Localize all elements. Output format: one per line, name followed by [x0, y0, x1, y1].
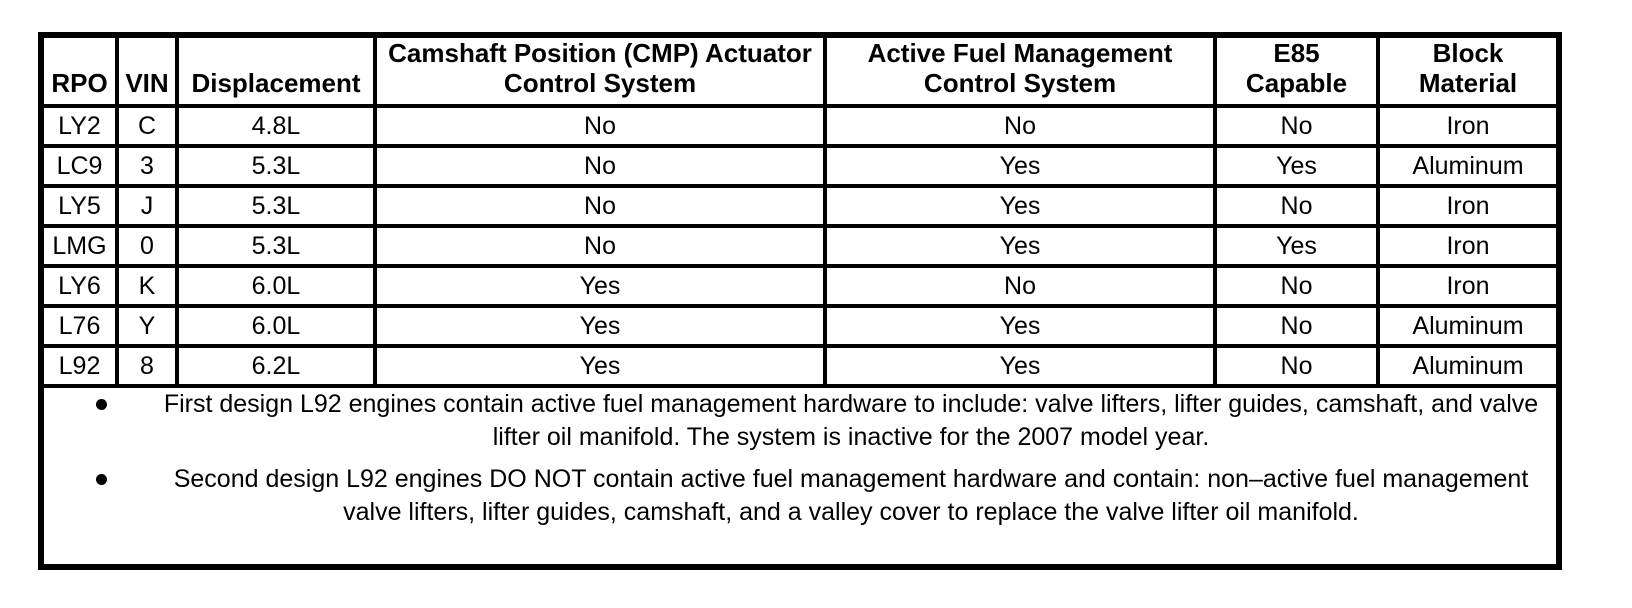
header-afm: Active Fuel Management Control System [823, 33, 1217, 108]
cell-cmp: Yes [373, 264, 827, 308]
table-header: RPO VIN Displacement Camshaft Position (… [39, 33, 1561, 108]
table-row-ly5: LY5 J 5.3L No Yes No Iron [39, 184, 1561, 228]
cell-vin: 3 [115, 144, 179, 188]
cell-block: Iron [1376, 224, 1561, 268]
cell-cmp: No [373, 224, 827, 268]
header-cmp-actuator: Camshaft Position (CMP) Actuator Control… [373, 33, 827, 108]
cell-cmp: No [373, 104, 827, 148]
header-row: RPO VIN Displacement Camshaft Position (… [39, 33, 1561, 108]
table-row-l92: L92 8 6.2L Yes Yes No Aluminum [39, 344, 1561, 388]
cell-afm: Yes [823, 304, 1217, 348]
header-rpo: RPO [39, 33, 119, 108]
cell-afm: Yes [823, 224, 1217, 268]
cell-rpo: LY2 [39, 104, 119, 148]
table-row-ly6: LY6 K 6.0L Yes No No Iron [39, 264, 1561, 308]
cell-afm: No [823, 104, 1217, 148]
cell-cmp: No [373, 144, 827, 188]
table-row-lc9: LC9 3 5.3L No Yes Yes Aluminum [39, 144, 1561, 188]
header-displacement: Displacement [175, 33, 377, 108]
cell-block: Aluminum [1376, 304, 1561, 348]
cell-block: Aluminum [1376, 144, 1561, 188]
cell-displacement: 5.3L [175, 144, 377, 188]
cell-vin: C [115, 104, 179, 148]
cell-rpo: LMG [39, 224, 119, 268]
engine-spec-table: RPO VIN Displacement Camshaft Position (… [38, 32, 1562, 570]
cell-block: Iron [1376, 104, 1561, 148]
cell-rpo: L76 [39, 304, 119, 348]
notes-list: First design L92 engines contain active … [45, 390, 1555, 529]
cell-rpo: LY5 [39, 184, 119, 228]
cell-displacement: 5.3L [175, 224, 377, 268]
cell-e85: Yes [1213, 144, 1380, 188]
notes-row: First design L92 engines contain active … [39, 384, 1561, 569]
table-body: LY2 C 4.8L No No No Iron LC9 3 5.3L No Y… [39, 104, 1561, 569]
table-row-l76: L76 Y 6.0L Yes Yes No Aluminum [39, 304, 1561, 348]
notes-section: First design L92 engines contain active … [39, 384, 1561, 569]
cell-vin: 8 [115, 344, 179, 388]
header-e85: E85 Capable [1213, 33, 1380, 108]
cell-cmp: Yes [373, 344, 827, 388]
table-row-lmg: LMG 0 5.3L No Yes Yes Iron [39, 224, 1561, 268]
table-row-ly2: LY2 C 4.8L No No No Iron [39, 104, 1561, 148]
header-vin: VIN [115, 33, 179, 108]
cell-afm: Yes [823, 344, 1217, 388]
cell-cmp: No [373, 184, 827, 228]
cell-rpo: LY6 [39, 264, 119, 308]
cell-displacement: 6.0L [175, 264, 377, 308]
note-second-design: Second design L92 engines DO NOT contain… [45, 463, 1555, 529]
cell-vin: Y [115, 304, 179, 348]
cell-e85: Yes [1213, 224, 1380, 268]
cell-cmp: Yes [373, 304, 827, 348]
cell-block: Iron [1376, 264, 1561, 308]
cell-e85: No [1213, 184, 1380, 228]
cell-e85: No [1213, 304, 1380, 348]
cell-vin: 0 [115, 224, 179, 268]
cell-block: Aluminum [1376, 344, 1561, 388]
cell-block: Iron [1376, 184, 1561, 228]
cell-displacement: 6.2L [175, 344, 377, 388]
cell-afm: Yes [823, 144, 1217, 188]
header-block-material: Block Material [1376, 33, 1561, 108]
cell-e85: No [1213, 104, 1380, 148]
cell-e85: No [1213, 344, 1380, 388]
cell-vin: J [115, 184, 179, 228]
cell-displacement: 5.3L [175, 184, 377, 228]
cell-rpo: LC9 [39, 144, 119, 188]
cell-e85: No [1213, 264, 1380, 308]
cell-afm: Yes [823, 184, 1217, 228]
cell-afm: No [823, 264, 1217, 308]
note-first-design: First design L92 engines contain active … [45, 390, 1555, 454]
cell-displacement: 4.8L [175, 104, 377, 148]
cell-vin: K [115, 264, 179, 308]
cell-rpo: L92 [39, 344, 119, 388]
cell-displacement: 6.0L [175, 304, 377, 348]
